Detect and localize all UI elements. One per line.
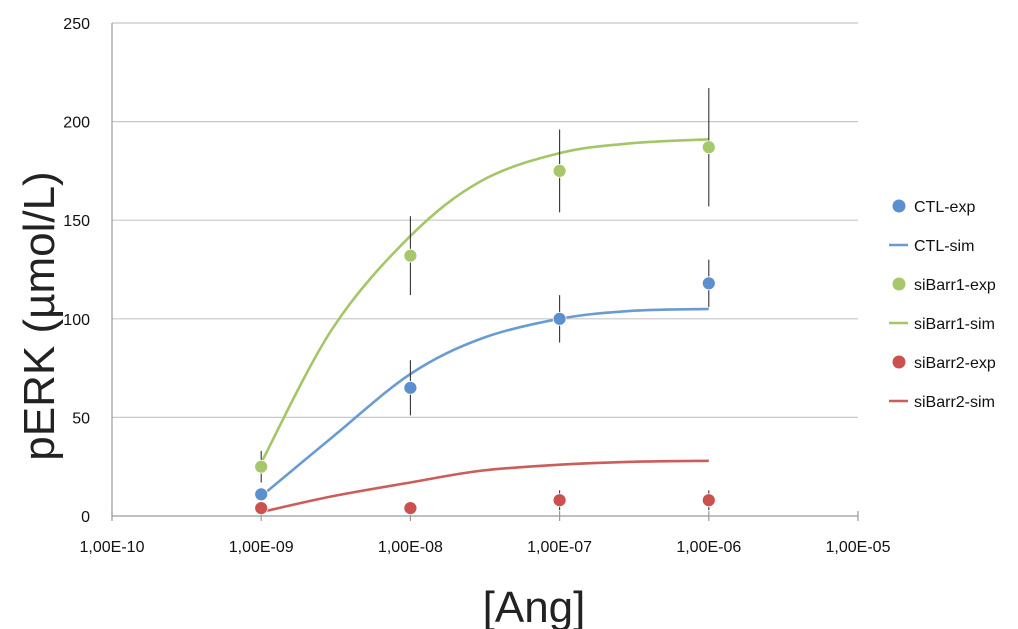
- y-tick-label: 100: [63, 312, 90, 329]
- legend-label-ctl-exp: CTL-exp: [914, 199, 975, 216]
- axes: [111, 23, 859, 521]
- legend-marker-ctl-exp: [892, 199, 906, 213]
- data-point-ctl-exp: [254, 487, 269, 502]
- y-tick-label: 150: [63, 213, 90, 230]
- series-line-ctl-sim: [260, 307, 709, 498]
- x-tick-label: 1,00E-09: [229, 539, 294, 556]
- legend-label-sibarr2-sim: siBarr2-sim: [914, 394, 995, 411]
- legend-label-ctl-sim: CTL-sim: [914, 238, 974, 255]
- legend-label-sibarr2-exp: siBarr2-exp: [914, 355, 996, 372]
- data-point-sibarr2-exp: [254, 501, 269, 516]
- x-tick-label: 1,00E-10: [80, 539, 145, 556]
- series-line-sibarr2-sim: [260, 459, 709, 514]
- data-point-sibarr1-exp: [701, 140, 716, 155]
- y-tick-label: 200: [63, 115, 90, 132]
- data-point-sibarr1-exp: [403, 248, 418, 263]
- data-point-sibarr2-exp: [701, 493, 716, 508]
- x-axis-title: [Ang]: [483, 583, 586, 629]
- data-point-ctl-exp: [701, 276, 716, 291]
- data-point-sibarr2-exp: [552, 493, 567, 508]
- y-tick-label: 250: [63, 16, 90, 33]
- series: [254, 88, 716, 516]
- x-tick-label: 1,00E-08: [378, 539, 443, 556]
- data-point-ctl-exp: [403, 380, 418, 395]
- x-tick-labels: 1,00E-10 1,00E-09 1,00E-08 1,00E-07 1,00E-06…: [80, 539, 891, 556]
- y-tick-labels: 0 50 100 150 200 250: [63, 16, 90, 526]
- data-point-sibarr1-exp: [552, 163, 567, 178]
- y-tick-label: 0: [81, 509, 90, 526]
- series-line-sibarr1-sim: [260, 138, 709, 464]
- data-point-sibarr1-exp: [254, 459, 269, 474]
- data-point-ctl-exp: [552, 311, 567, 326]
- data-point-sibarr2-exp: [403, 501, 418, 516]
- gridlines: [112, 22, 858, 418]
- y-tick-label: 50: [72, 410, 90, 427]
- x-tick-label: 1,00E-06: [676, 539, 741, 556]
- y-axis-title: pERK (µmol/L): [15, 171, 64, 460]
- x-tick-label: 1,00E-05: [826, 539, 891, 556]
- legend: CTL-exp CTL-sim siBarr1-exp siBarr1-sim siBa…: [889, 199, 996, 411]
- legend-marker-sibarr1-exp: [892, 277, 906, 291]
- legend-label-sibarr1-exp: siBarr1-exp: [914, 277, 996, 294]
- legend-marker-sibarr2-exp: [892, 355, 906, 369]
- x-tick-label: 1,00E-07: [527, 539, 592, 556]
- legend-label-sibarr1-sim: siBarr1-sim: [914, 316, 995, 333]
